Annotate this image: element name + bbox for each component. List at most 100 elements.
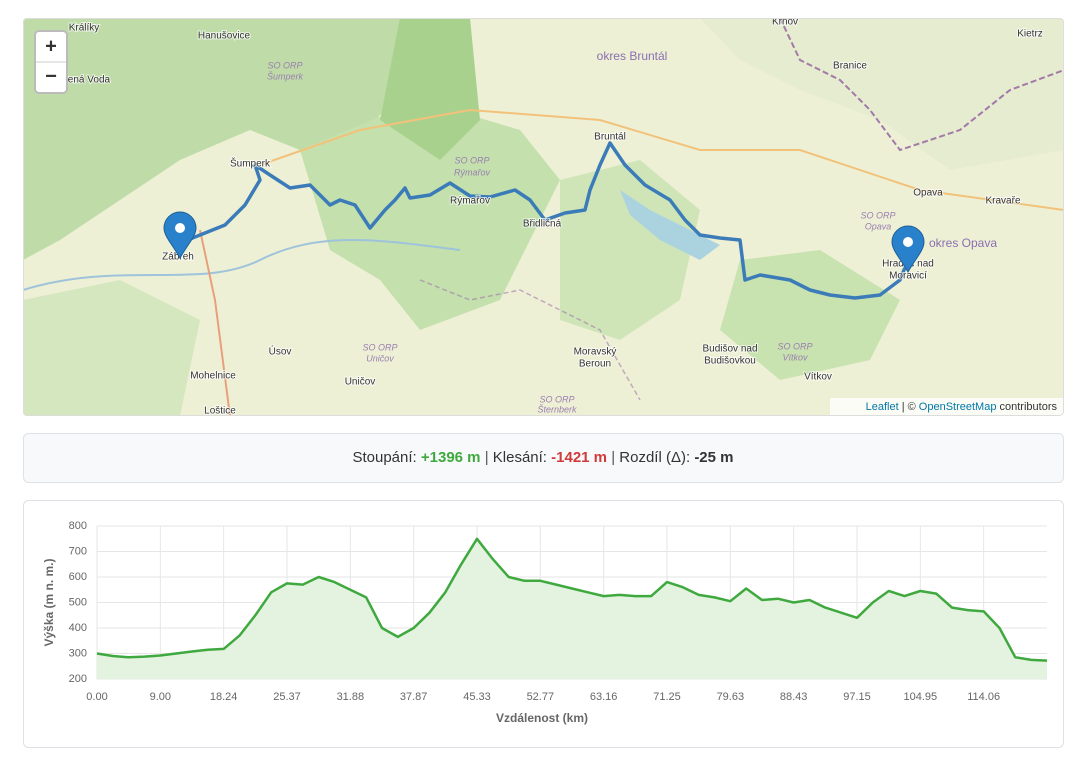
map-shape bbox=[23, 280, 200, 416]
sep: | bbox=[485, 449, 489, 466]
x-tick-label: 63.16 bbox=[590, 691, 618, 703]
text: contributors bbox=[1000, 401, 1058, 413]
map-label: Kietrz bbox=[1017, 29, 1043, 40]
y-tick-label: 500 bbox=[69, 596, 87, 608]
descent: -1421 m bbox=[551, 449, 607, 466]
marker-dot bbox=[175, 223, 185, 233]
map-shape bbox=[199, 229, 231, 416]
map-shape bbox=[620, 190, 720, 260]
y-tick-label: 400 bbox=[69, 622, 87, 634]
map-shape bbox=[779, 18, 1064, 152]
map-label: Opava bbox=[865, 221, 892, 231]
map-label: Kravaře bbox=[985, 196, 1020, 207]
y-tick-label: 600 bbox=[69, 571, 87, 583]
marker-dot bbox=[903, 237, 913, 247]
map-label: Beroun bbox=[579, 359, 611, 370]
x-tick-label: 18.24 bbox=[210, 691, 238, 703]
map-label: Moravský bbox=[574, 347, 617, 358]
map-label: Opava bbox=[913, 188, 943, 199]
x-tick-label: 9.00 bbox=[150, 691, 171, 703]
sep: | bbox=[611, 449, 615, 466]
stats-box bbox=[23, 433, 1064, 483]
x-tick-label: 104.95 bbox=[904, 691, 938, 703]
map-label: Loštice bbox=[204, 406, 236, 417]
map-label: Krnov bbox=[772, 17, 798, 28]
map-label: SO ORP bbox=[539, 394, 574, 404]
map-label: okres Opava bbox=[929, 236, 997, 250]
attribution-bg bbox=[830, 398, 1064, 416]
map-label: Budišovkou bbox=[704, 356, 756, 367]
chart: 200 300 400 500 600 700 800 0.00 9.00 18.24 25.37 3… bbox=[42, 520, 1048, 725]
map-label: Uničov bbox=[366, 353, 394, 363]
map-shape bbox=[700, 18, 1064, 170]
map-label: Rýmařov bbox=[450, 196, 490, 207]
area bbox=[97, 538, 1047, 679]
y-axis-title: Výška (m n. m.) bbox=[42, 558, 56, 646]
map-border bbox=[23, 18, 1064, 416]
map-label: Uničov bbox=[345, 377, 376, 388]
marker[interactable] bbox=[163, 211, 197, 260]
label: Rozdíl (Δ): bbox=[619, 449, 690, 466]
map-shape bbox=[419, 279, 641, 401]
ascent: +1396 m bbox=[421, 449, 481, 466]
map-label: Šumperk bbox=[267, 71, 304, 81]
link[interactable]: Leaflet bbox=[866, 401, 899, 413]
map-shape bbox=[23, 239, 461, 291]
map-shape bbox=[259, 108, 1064, 211]
map-label: Šternberk bbox=[537, 404, 577, 414]
x-tick-label: 45.33 bbox=[463, 691, 491, 703]
map-label: Hanušovice bbox=[198, 31, 251, 42]
label: Stoupání: bbox=[352, 449, 416, 466]
map-label: Bruntál bbox=[594, 132, 626, 143]
x-tick-label: 37.87 bbox=[400, 691, 428, 703]
line bbox=[96, 537, 1048, 662]
map-label: SO ORP bbox=[267, 60, 302, 70]
x-tick-label: 97.15 bbox=[843, 691, 871, 703]
map-label: Rýmařov bbox=[454, 167, 491, 177]
y-tick-label: 300 bbox=[69, 647, 87, 659]
y-tick-label: 700 bbox=[69, 545, 87, 557]
map-label: Šumperk bbox=[230, 157, 271, 170]
marker[interactable] bbox=[891, 225, 925, 274]
x-tick-label: 71.25 bbox=[653, 691, 681, 703]
map-label: SO ORP bbox=[860, 210, 895, 220]
route bbox=[179, 141, 910, 300]
text: | © bbox=[902, 401, 916, 413]
diff: -25 m bbox=[694, 449, 733, 466]
map-shape bbox=[560, 160, 700, 340]
x-axis-title: Vzdálenost (km) bbox=[496, 711, 588, 725]
x-tick-label: 52.77 bbox=[527, 691, 555, 703]
zoom-in[interactable]: + bbox=[45, 35, 57, 57]
map-shape bbox=[23, 18, 420, 260]
x-tick-label: 31.88 bbox=[337, 691, 365, 703]
map-label: Králíky bbox=[69, 23, 100, 34]
y-tick-label: 800 bbox=[69, 520, 87, 532]
map-label: SO ORP bbox=[454, 155, 489, 165]
x-tick-label: 0.00 bbox=[86, 691, 107, 703]
map-label: Moravicí bbox=[889, 271, 927, 282]
map-label: Vítkov bbox=[782, 352, 808, 362]
x-tick-label: 114.06 bbox=[967, 691, 1000, 703]
map-label: SO ORP bbox=[362, 342, 397, 352]
map-label: Zábřeh bbox=[162, 252, 194, 263]
label: Klesání: bbox=[493, 449, 547, 466]
map-shape bbox=[720, 250, 900, 380]
x-tick-label: 25.37 bbox=[273, 691, 301, 703]
stats: Stoupání: +1396 m | Klesání: -1421 m | R… bbox=[352, 449, 733, 466]
zoom-out[interactable]: − bbox=[45, 65, 57, 87]
map-label: Budišov nad bbox=[702, 344, 757, 355]
map-label: Vítkov bbox=[804, 372, 832, 383]
x-tick-label: 79.63 bbox=[717, 691, 745, 703]
map-shape bbox=[300, 100, 560, 330]
y-tick-label: 200 bbox=[69, 673, 87, 685]
map-label: Mohelnice bbox=[190, 371, 236, 382]
map-label: SO ORP bbox=[777, 341, 812, 351]
map-label: okres Bruntál bbox=[597, 49, 668, 63]
map-label: Břidličná bbox=[523, 219, 562, 230]
link[interactable]: OpenStreetMap bbox=[919, 401, 997, 413]
attribution: Leaflet | © OpenStreetMap contributors bbox=[866, 401, 1058, 413]
map-shape bbox=[380, 18, 480, 160]
